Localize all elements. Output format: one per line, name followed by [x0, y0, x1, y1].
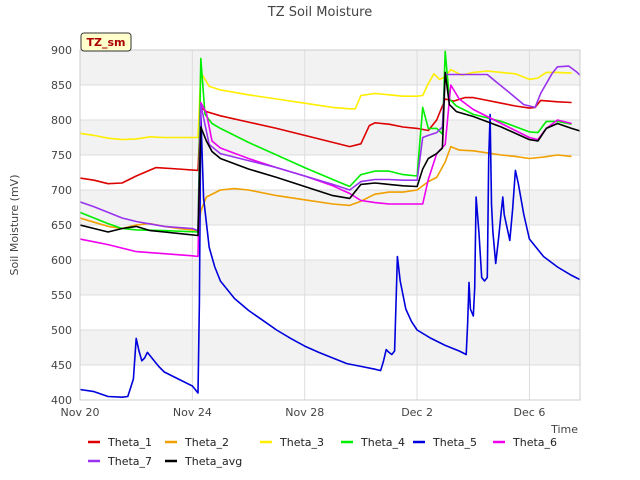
legend-label: Theta_4 — [360, 436, 405, 449]
x-tick-label: Nov 28 — [285, 406, 324, 419]
legend-label: Theta_2 — [184, 436, 229, 449]
x-axis-label: Time — [550, 423, 578, 436]
legend-item: Theta_2 — [165, 436, 229, 449]
station-badge-box — [80, 32, 132, 52]
plot-band — [80, 330, 580, 365]
series-line-theta-avg — [80, 71, 580, 237]
legend-label: Theta_6 — [512, 436, 557, 449]
plot-band — [80, 260, 580, 295]
y-axis-ticks: 400 450 500 550 600 650 700 750 800 850 900 — [51, 44, 72, 407]
series-line-theta-7 — [80, 65, 580, 232]
y-axis-label: Soil Moisture (mV) — [8, 175, 21, 276]
legend-label: Theta_7 — [107, 455, 152, 468]
series-line-theta-3 — [80, 68, 572, 141]
legend-item: Theta_5 — [413, 436, 477, 449]
x-tick-label: Dec 2 — [401, 406, 433, 419]
series-line-theta-4 — [80, 50, 572, 233]
y-tick-label: 750 — [51, 149, 72, 162]
y-tick-label: 550 — [51, 289, 72, 302]
y-tick-label: 800 — [51, 114, 72, 127]
plot-band — [80, 50, 580, 85]
legend-label: Theta_5 — [432, 436, 477, 449]
series-line-theta-6 — [80, 84, 572, 258]
station-badge-label: TZ_sm — [87, 36, 126, 49]
y-tick-label: 450 — [51, 359, 72, 372]
x-tick-label: Nov 24 — [173, 406, 212, 419]
legend-item: Theta_3 — [260, 436, 324, 449]
y-tick-label: 650 — [51, 219, 72, 232]
series-line-theta-5 — [80, 112, 580, 398]
legend: Theta_1 Theta_2 Theta_3 Theta_4 Theta_5 Theta… — [88, 436, 557, 468]
series-lines — [80, 50, 580, 398]
y-tick-label: 600 — [51, 254, 72, 267]
plot-band — [80, 190, 580, 225]
legend-label: Theta_avg — [184, 455, 242, 468]
y-tick-label: 900 — [51, 44, 72, 57]
x-tick-label: Dec 6 — [514, 406, 546, 419]
legend-item: Theta_avg — [165, 455, 242, 468]
y-tick-label: 500 — [51, 324, 72, 337]
legend-label: Theta_1 — [107, 436, 152, 449]
series-line-theta-1 — [80, 96, 572, 185]
legend-item: Theta_1 — [88, 436, 152, 449]
y-tick-label: 400 — [51, 394, 72, 407]
legend-label: Theta_3 — [279, 436, 324, 449]
x-tick-label: Nov 20 — [61, 406, 100, 419]
legend-item: Theta_4 — [341, 436, 405, 449]
x-axis-ticks: Nov 20 Nov 24 Nov 28 Dec 2 Dec 6 — [61, 406, 546, 419]
chart-title: TZ Soil Moisture — [267, 5, 373, 20]
legend-item: Theta_7 — [88, 455, 152, 468]
y-tick-label: 700 — [51, 184, 72, 197]
station-badge: TZ_sm — [80, 32, 132, 52]
y-tick-label: 850 — [51, 79, 72, 92]
plot-frame — [79, 49, 581, 401]
legend-item: Theta_6 — [493, 436, 557, 449]
